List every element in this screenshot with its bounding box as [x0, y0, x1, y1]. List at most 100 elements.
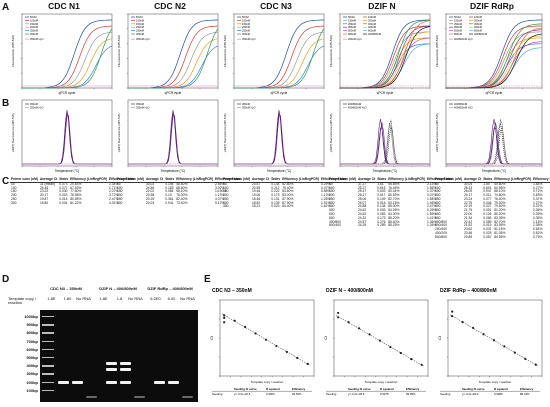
table-cell: 30.04	[463, 181, 473, 186]
table-cell: 300	[223, 200, 229, 205]
table-cell: 19.46	[251, 189, 261, 194]
column-header: Efficiency Stdev	[532, 177, 550, 183]
table-cell: 55.55%	[388, 181, 400, 186]
table-row: 50 23.57 0.144 62.80% 0.29%	[222, 182, 348, 186]
table-cell: 50	[223, 181, 227, 186]
table-cell: 0.131	[271, 196, 280, 201]
legend-entry: 500nM	[454, 29, 462, 33]
table-cell: 500	[329, 208, 335, 213]
panel-label-a: A	[2, 2, 10, 13]
efficiency-table-4: Primer conc (nM) Average Ct Stdev Efficienc…	[434, 177, 550, 240]
ladder-size-label: 900bp	[26, 322, 38, 328]
table-cell: 81.35%	[494, 230, 506, 235]
table-cell: 0.83%	[533, 193, 543, 198]
legend-entry: 50nM	[30, 15, 37, 19]
melt-curves: -(d/dT) Fluorescence (465-510) Temperatur…	[11, 99, 543, 173]
table-cell: 22.00	[463, 212, 473, 217]
table-row: 600 24.52 0.083 84.30% 1.55%	[328, 212, 454, 217]
table-cell: 22.75	[463, 200, 473, 205]
panel-label-e: E	[204, 274, 211, 285]
gel-band	[72, 381, 83, 384]
table-cell: 1.55%	[427, 212, 437, 217]
table-cell: 0.75%	[533, 234, 543, 239]
column-header: Stdev	[58, 177, 70, 183]
table-row: 300 25.07 0.016 83.15% 1.45%	[328, 200, 454, 206]
legend-entry: 100nM	[136, 18, 144, 22]
table-row: 800/400 21.52 0.019 83.95% 2.35%	[434, 224, 550, 228]
ladder-size-label: 300bp	[26, 371, 38, 377]
legend-entry: 400/800nM	[368, 32, 381, 36]
table-cell: 80.53%	[388, 193, 400, 198]
legend-entry: 50nM	[348, 15, 355, 19]
gel-panel: CDC N3 – 350nM DZIF N – 400/800nM DZIF RdR…	[8, 286, 200, 406]
table-cell: 60.95%	[494, 185, 506, 190]
table-cell: 400	[435, 204, 441, 209]
fit-table-header: Efficiency	[292, 387, 306, 391]
y-axis-label: Ct	[210, 336, 214, 340]
table-cell: 20.59	[251, 185, 261, 190]
table-cell: 21.34	[463, 215, 473, 220]
fit-table-cell: y=-3.3x+40.5	[234, 392, 251, 396]
table-cell: 0.031	[483, 227, 492, 232]
gel-lane-label: 1.8	[116, 296, 123, 301]
table-row: 250 25.06 0.109 82.70% 1.58%	[328, 196, 454, 202]
table-cell: 600	[435, 212, 441, 217]
table-row: 50 30.04 1.50 40.60% 1.84%	[434, 182, 550, 186]
table-cell: 0.173	[271, 193, 280, 198]
table-cell: 0.947	[483, 189, 492, 194]
table-cell: 4.07%	[215, 196, 225, 201]
gel-lane-label: 1.8E	[99, 296, 108, 301]
table-cell: 50	[117, 181, 121, 186]
table-cell: 250	[329, 196, 335, 201]
x-axis-label: qPCR cycle	[59, 91, 76, 95]
table-cell: 3.02%	[215, 185, 225, 190]
standard-point	[264, 338, 268, 341]
legend-entry: 350nM H₂O	[242, 106, 256, 110]
table-cell: 50	[329, 181, 333, 186]
x-axis-label: Template copy / reaction	[365, 380, 398, 384]
gel-band	[168, 381, 179, 384]
fit-table-cell: Seeding	[440, 392, 451, 396]
table-row: 200 20.17 0.003 78.98% 3.72%	[10, 193, 136, 198]
y-axis-label: -(d/dT) Fluorescence (465-510)	[329, 114, 333, 153]
y-axis-label: Fluorescence (465-510)	[435, 35, 439, 67]
column-title-dzif-rdrp: DZIF RdRp	[470, 1, 514, 11]
amplification-plot-2: Fluorescence (465-510) qPCR cycle 50nM100n…	[223, 13, 325, 95]
column-title-cdc-n2: CDC N2	[154, 1, 186, 11]
gel-lane-label: No RNA	[128, 296, 143, 301]
legend-entry: 250nM	[30, 29, 38, 33]
amplification-curve	[340, 26, 431, 89]
table-cell: 100	[329, 185, 335, 190]
table-cell: 1.34%	[109, 181, 119, 186]
table-cell: 1.41%	[427, 215, 437, 220]
standard-point	[492, 339, 496, 342]
legend-entry: 400/800nM	[474, 32, 487, 36]
standard-point	[223, 314, 226, 317]
column-header: Primer conc (nM)	[222, 177, 251, 183]
table-cell: 23.22	[39, 189, 49, 194]
legend-entry: 150nM	[30, 22, 38, 26]
fit-table-header: Efficiency	[406, 387, 420, 391]
column-header: Primer conc (nM)	[10, 177, 39, 183]
table-cell: 1.45%	[427, 200, 437, 205]
table-row: 100 20.59 0.212 79.40% 0.47%	[222, 185, 348, 191]
legend-entry: 100nM	[30, 18, 38, 22]
table-cell: 300	[11, 200, 17, 205]
table-cell: 0.016	[377, 200, 386, 205]
table-cell: 2.55%	[215, 181, 225, 186]
agarose-gel-image	[40, 310, 198, 402]
table-cell: 87.90%	[282, 196, 294, 201]
table-cell: 1.50	[483, 181, 490, 186]
table-cell: 19.87	[39, 196, 49, 201]
table-cell: 1.13%	[321, 193, 331, 198]
gel-lane-label: No RNA	[180, 296, 195, 301]
gel-lane-labels: 1.8E 1.80 No RNA 1.8E 1.8 No RNA 6.0E0 6.00 No R…	[40, 297, 200, 309]
fit-table-cell: 0.9986	[494, 392, 503, 396]
x-axis-label: Temperature (°C)	[373, 169, 397, 173]
table-row: 400 22.19 0.027 79.50% 0.37%	[434, 205, 550, 209]
table-cell: 100	[11, 185, 17, 190]
table-cell: 150	[329, 189, 335, 194]
legend-entry: 350nM	[136, 102, 144, 106]
table-cell: 74.80%	[494, 193, 506, 198]
efficiency-table-3: Primer conc (nM) Average Ct Stdev Efficienc…	[328, 177, 454, 228]
